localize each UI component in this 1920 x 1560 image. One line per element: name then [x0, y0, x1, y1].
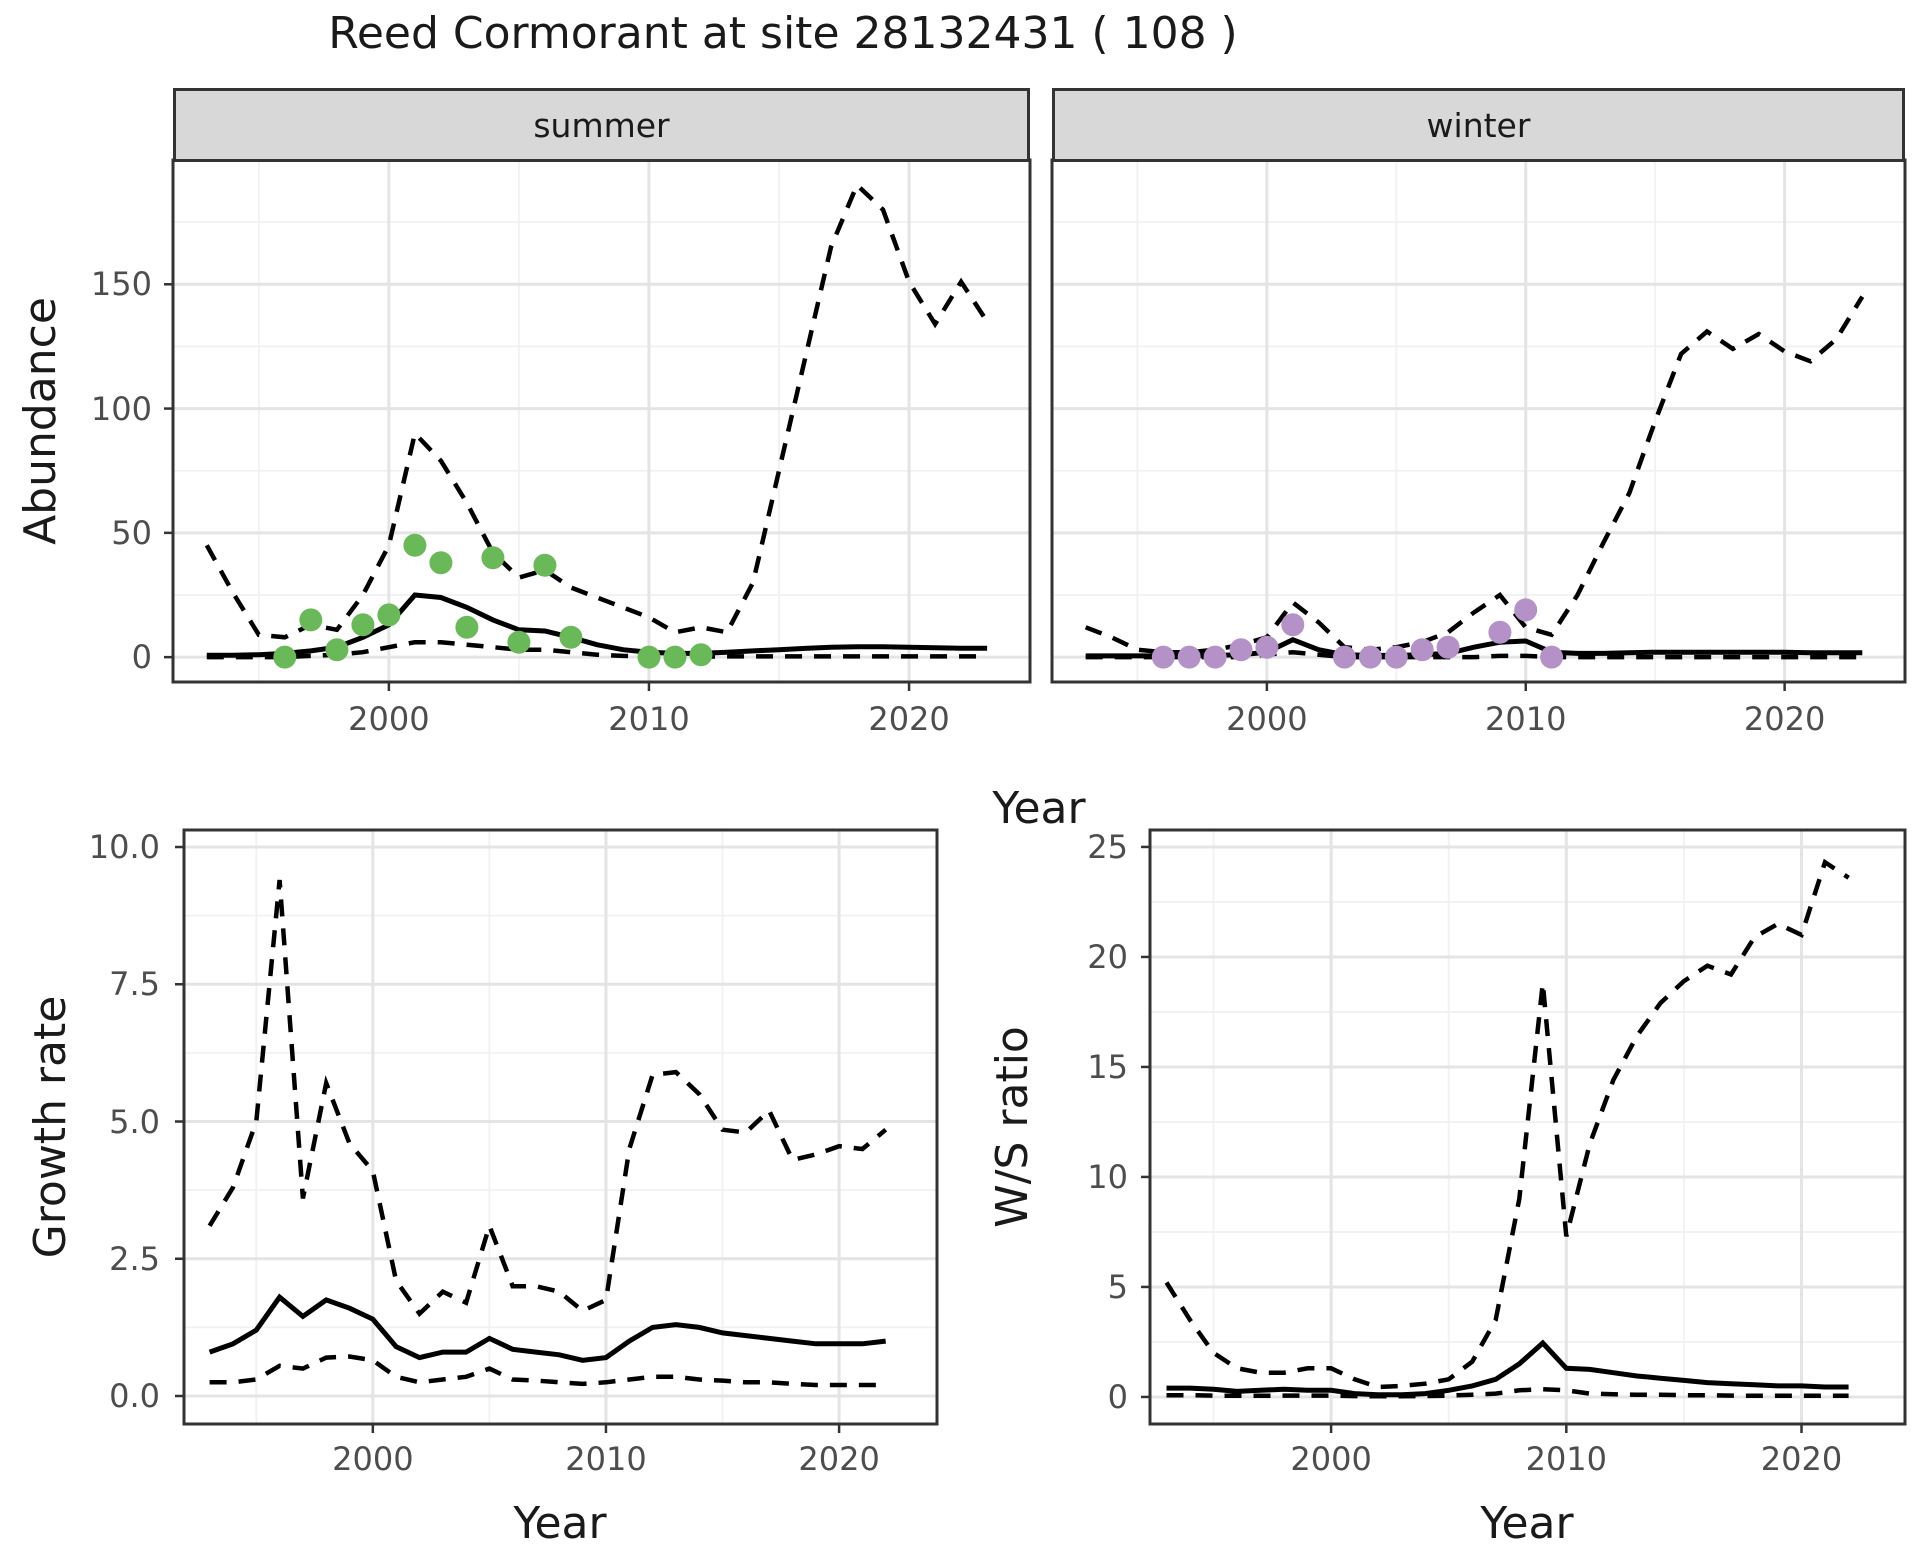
x-axis-title-top: Year	[992, 783, 1086, 834]
x-tick-label: 2000	[1290, 1440, 1372, 1478]
series-fitted-mean	[208, 1293, 886, 1363]
series-upper-ci	[204, 181, 989, 640]
y-tick-label: 50	[111, 513, 152, 552]
data-point	[559, 625, 583, 649]
data-point	[507, 630, 531, 654]
y-tick-label: 25	[1087, 827, 1128, 866]
series-lines	[207, 879, 888, 1388]
data-point	[1333, 645, 1356, 669]
gridlines	[184, 830, 937, 1424]
data-point	[273, 645, 297, 669]
y-tick-label: 10.0	[88, 828, 160, 867]
series-upper-ci	[1084, 295, 1865, 655]
facet-strip-winter: winter	[1052, 88, 1905, 162]
observed-counts-winter	[1151, 598, 1564, 669]
data-point	[1540, 645, 1564, 669]
x-axis-title-growth: Year	[513, 1498, 607, 1549]
panel-background	[173, 160, 1030, 682]
data-point	[429, 551, 453, 575]
x-tick-label: 2010	[565, 1440, 647, 1478]
data-point	[1514, 598, 1538, 622]
data-point	[1255, 635, 1279, 659]
data-point	[1151, 645, 1175, 669]
data-point	[351, 613, 375, 637]
panel-border	[182, 828, 939, 1426]
facet-strip-summer-label: summer	[533, 105, 670, 145]
x-axis-title-ws: Year	[1480, 1498, 1574, 1549]
data-point	[455, 615, 479, 639]
x-tick-label: 2010	[1485, 700, 1567, 738]
series-fitted-mean	[1166, 1339, 1849, 1398]
axis-ticks	[164, 283, 911, 691]
data-point	[1177, 645, 1201, 669]
x-tick-label: 2000	[348, 700, 430, 738]
data-point	[403, 533, 427, 557]
data-point	[533, 553, 557, 577]
data-point	[377, 603, 401, 627]
x-tick-label: 2000	[1226, 700, 1308, 738]
axis-ticks	[1141, 845, 1803, 1433]
panel-background	[1150, 830, 1905, 1424]
x-tick-label: 2020	[1743, 700, 1826, 738]
series-upper-ci	[207, 879, 888, 1318]
y-tick-label: 7.5	[109, 965, 160, 1004]
axis-ticks	[1265, 682, 1786, 691]
axis-ticks	[175, 845, 841, 1433]
y-tick-label: 5	[1107, 1267, 1128, 1306]
y-tick-label: 0	[131, 638, 152, 677]
y-tick-label: 100	[90, 389, 152, 428]
gridlines	[173, 160, 1030, 682]
panel-border	[1148, 828, 1907, 1426]
y-tick-label: 5.0	[109, 1102, 160, 1141]
x-tick-label: 2010	[1525, 1440, 1608, 1478]
page-title: Reed Cormorant at site 28132431 ( 108 )	[328, 8, 1238, 59]
series-lower-ci	[209, 1354, 886, 1388]
facet-strip-winter-label: winter	[1426, 105, 1531, 145]
y-tick-label: 15	[1087, 1047, 1128, 1086]
x-tick-label: 2020	[1760, 1440, 1843, 1478]
data-point	[1488, 620, 1512, 644]
data-point	[325, 638, 349, 662]
panel-abundance-winter	[1050, 158, 1907, 691]
data-point	[1281, 613, 1305, 637]
x-tick-label: 2010	[608, 700, 690, 738]
data-point	[1358, 645, 1382, 669]
series-upper-ci	[1164, 858, 1850, 1390]
data-point	[1410, 638, 1434, 662]
y-tick-label: 10	[1087, 1157, 1128, 1196]
data-point	[1384, 645, 1408, 669]
panel-growth-rate	[175, 828, 939, 1433]
facet-strip-summer: summer	[173, 88, 1030, 162]
data-point	[481, 546, 505, 570]
x-tick-label: 2000	[332, 1440, 414, 1478]
panel-abundance-summer	[164, 158, 1032, 691]
y-tick-label: 0.0	[109, 1377, 160, 1415]
y-tick-label: 2.5	[109, 1239, 160, 1278]
panel-background	[184, 830, 937, 1424]
y-tick-label: 0	[1107, 1377, 1128, 1416]
panel-ws-ratio	[1141, 828, 1907, 1433]
data-point	[1229, 638, 1253, 662]
x-tick-label: 2020	[798, 1440, 880, 1478]
panel-background	[1052, 160, 1905, 682]
data-point	[637, 645, 661, 669]
data-point	[689, 643, 713, 667]
x-tick-label: 2020	[868, 700, 950, 738]
data-point	[663, 645, 687, 669]
y-tick-label: 150	[90, 265, 152, 304]
series-lines	[1164, 858, 1850, 1399]
observed-counts-summer	[273, 533, 713, 669]
data-point	[1203, 645, 1227, 669]
data-point	[299, 608, 323, 632]
data-point	[1436, 635, 1460, 659]
y-tick-label: 20	[1087, 937, 1128, 976]
